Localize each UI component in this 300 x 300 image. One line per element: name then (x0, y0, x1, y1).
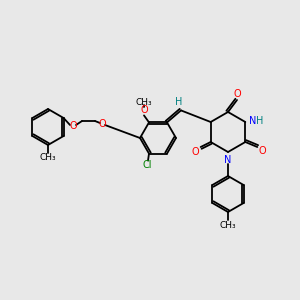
Text: O: O (98, 119, 106, 129)
Text: O: O (69, 121, 77, 131)
Text: CH₃: CH₃ (220, 220, 236, 230)
Text: O: O (259, 146, 266, 156)
Text: CH₃: CH₃ (40, 154, 56, 163)
Text: H: H (256, 116, 263, 126)
Text: CH₃: CH₃ (136, 98, 152, 107)
Text: O: O (140, 105, 148, 116)
Text: N: N (249, 116, 256, 126)
Text: H: H (175, 98, 183, 107)
Text: O: O (233, 89, 241, 99)
Text: O: O (192, 147, 200, 157)
Text: N: N (224, 155, 232, 165)
Text: Cl: Cl (142, 160, 152, 170)
